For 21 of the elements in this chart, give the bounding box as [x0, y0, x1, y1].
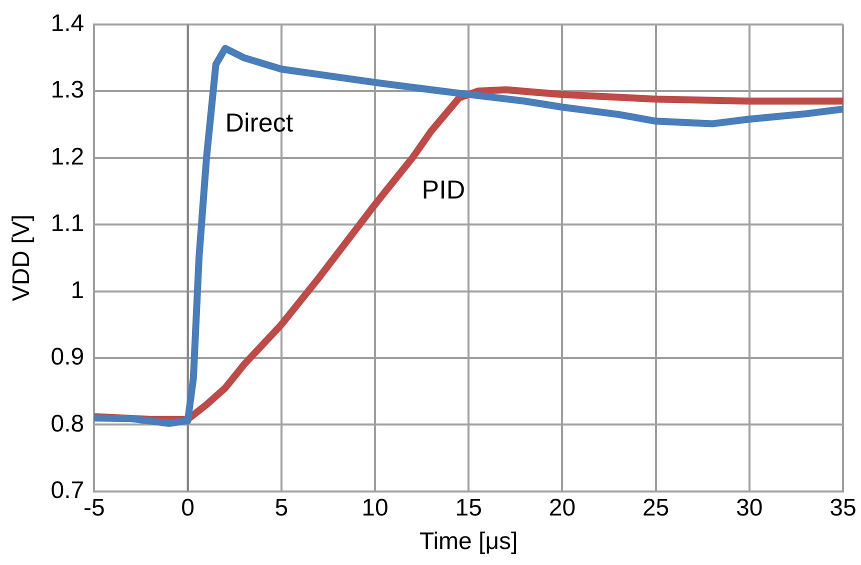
x-tick-label: 35 — [830, 494, 856, 522]
y-tick-label: 1.1 — [50, 210, 84, 238]
series-label: PID — [422, 174, 466, 204]
x-tick-label: 15 — [455, 494, 482, 522]
x-tick-label: 5 — [274, 494, 288, 522]
x-tick-label: -5 — [83, 494, 105, 522]
x-axis-title: Time [μs] — [419, 528, 518, 556]
x-tick-label: 25 — [642, 494, 670, 522]
x-tick-label: 30 — [736, 494, 763, 522]
x-tick-label: 20 — [548, 494, 576, 522]
series-label: Direct — [225, 108, 294, 138]
x-tick-label: 0 — [181, 494, 194, 522]
y-tick-label: 1 — [70, 276, 84, 304]
y-tick-label: 0.8 — [50, 410, 84, 438]
y-tick-label: 1.2 — [50, 143, 84, 170]
y-tick-label: 1.3 — [50, 76, 84, 104]
y-tick-label: 0.9 — [50, 344, 84, 371]
y-axis-title: VDD [V] — [8, 214, 36, 302]
x-tick-label: 10 — [362, 494, 388, 522]
y-tick-label: 0.7 — [50, 477, 84, 504]
y-tick-label: 1.4 — [50, 10, 84, 38]
